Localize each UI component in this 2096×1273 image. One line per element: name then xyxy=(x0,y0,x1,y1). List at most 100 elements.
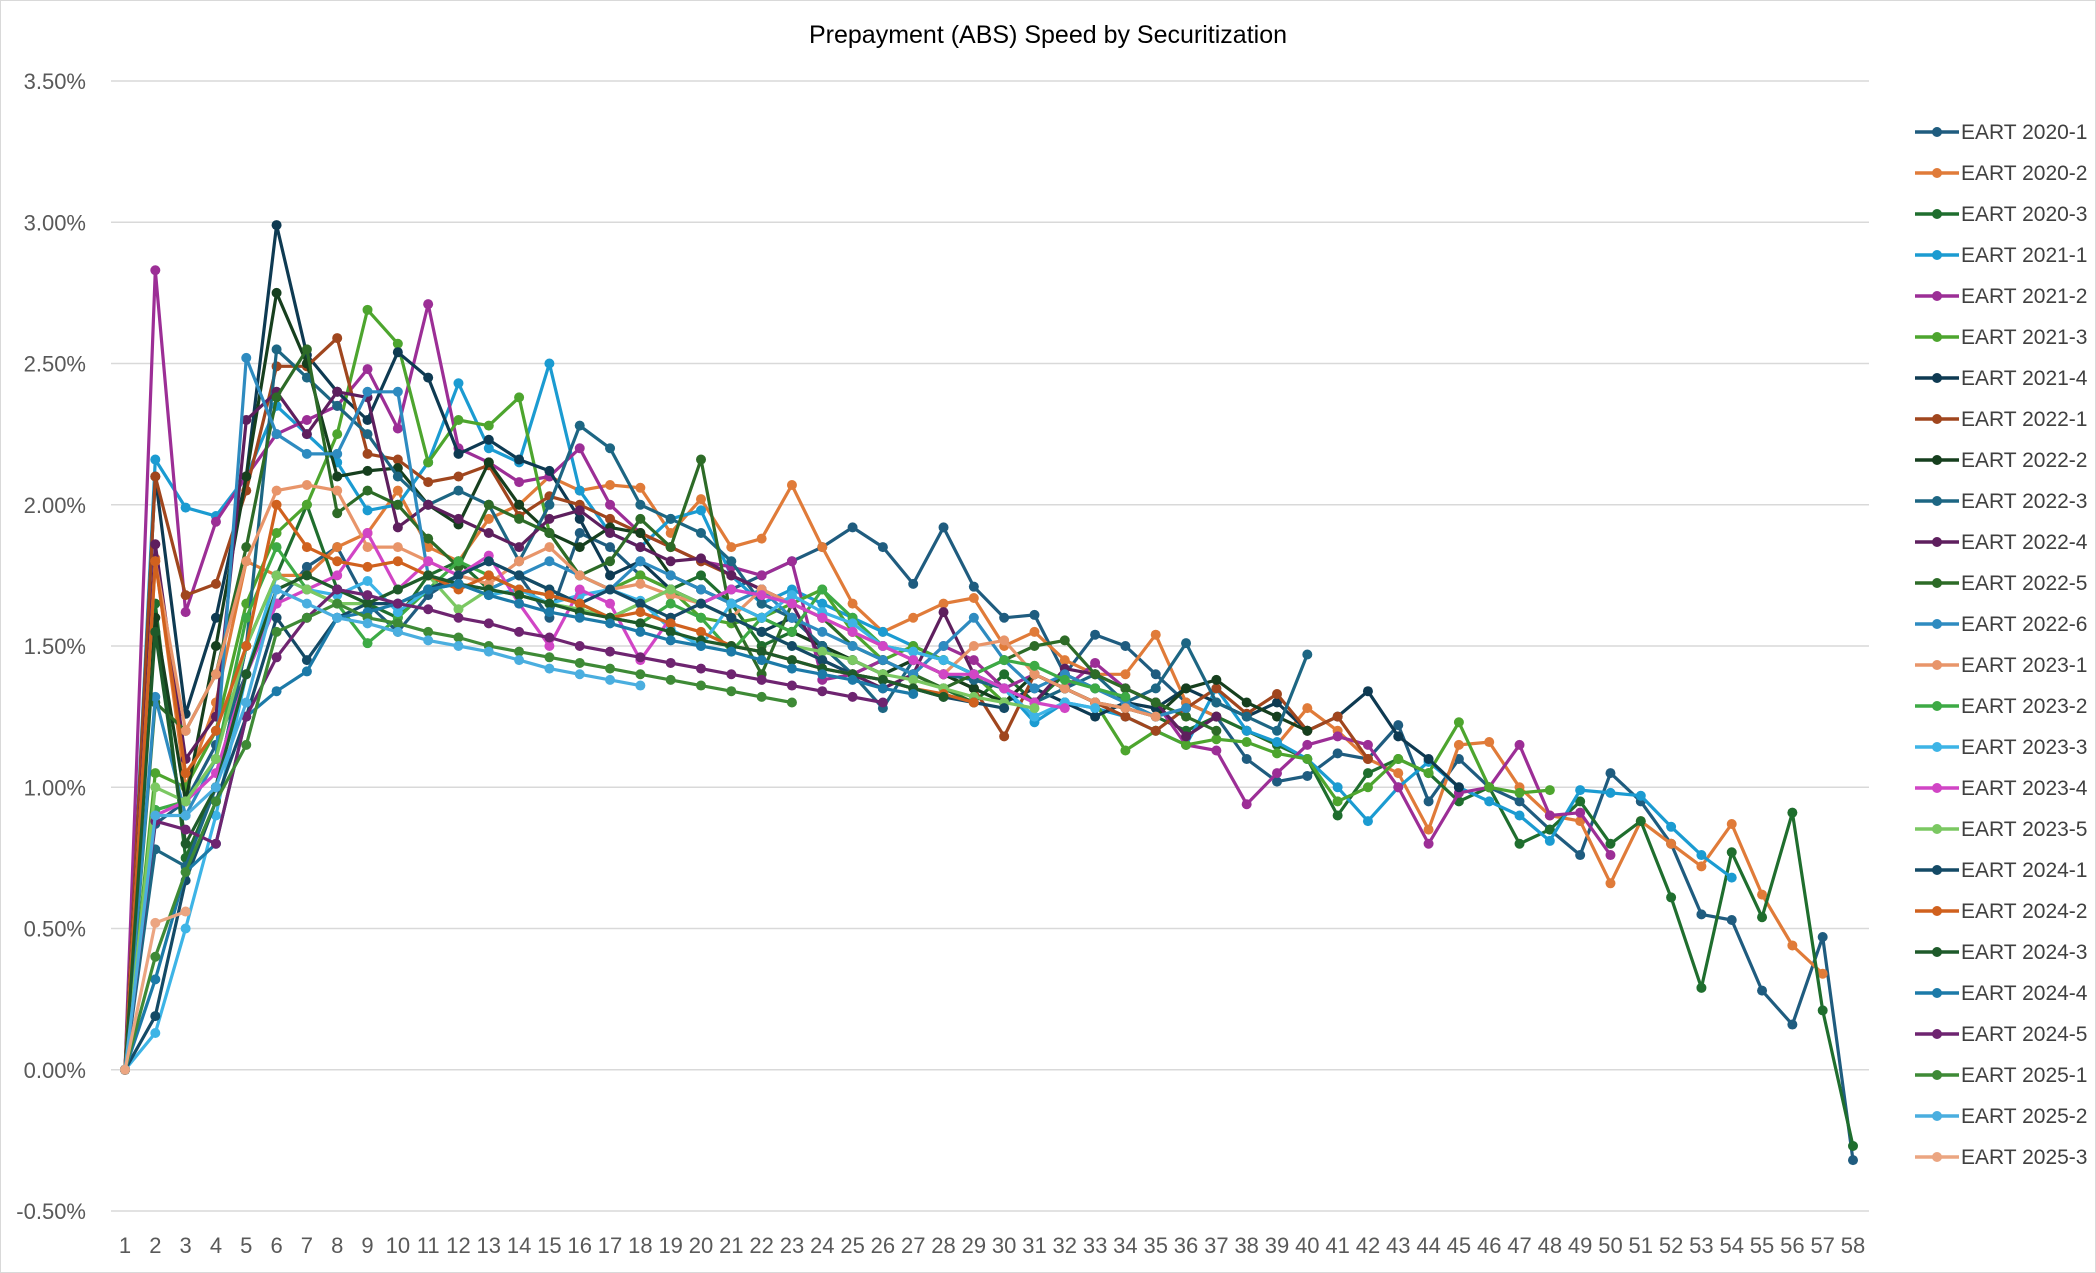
data-point xyxy=(423,556,434,567)
data-point xyxy=(1150,711,1161,722)
data-point xyxy=(847,641,858,651)
x-tick-label: 22 xyxy=(749,1233,773,1258)
data-point xyxy=(696,584,706,595)
data-point xyxy=(968,669,979,680)
data-point xyxy=(726,646,737,657)
data-point xyxy=(423,499,434,510)
data-point xyxy=(817,626,828,637)
data-point xyxy=(483,457,494,468)
y-tick-label: 0.00% xyxy=(24,1058,86,1083)
legend-label: EART 2021-1 xyxy=(1961,244,2087,267)
legend-swatch-marker xyxy=(1932,537,1942,547)
x-tick-label: 2 xyxy=(149,1233,161,1258)
data-point xyxy=(150,1011,161,1022)
data-point xyxy=(635,618,646,629)
data-point xyxy=(574,485,585,496)
data-point xyxy=(301,372,312,383)
data-point xyxy=(150,917,161,928)
data-point xyxy=(1120,683,1131,694)
data-point xyxy=(332,542,343,553)
data-point xyxy=(786,590,797,601)
data-point xyxy=(180,768,191,779)
data-point xyxy=(241,542,252,553)
data-point xyxy=(392,471,403,482)
data-point xyxy=(1514,787,1525,798)
data-point xyxy=(332,471,343,482)
data-point xyxy=(605,618,616,629)
x-tick-label: 54 xyxy=(1719,1233,1743,1258)
data-point xyxy=(1332,782,1343,793)
data-point xyxy=(423,570,434,581)
data-point xyxy=(362,528,373,538)
data-point xyxy=(1726,818,1737,829)
data-point xyxy=(301,415,312,425)
legend-label: EART 2023-5 xyxy=(1961,818,2087,841)
data-point xyxy=(1605,878,1616,889)
data-point xyxy=(544,499,555,510)
series-eart-2023-1 xyxy=(120,479,1161,1075)
data-point xyxy=(1029,703,1040,714)
x-tick-label: 44 xyxy=(1416,1233,1440,1258)
data-point xyxy=(1302,770,1313,781)
legend-swatch-marker xyxy=(1932,619,1942,629)
legend-label: EART 2022-5 xyxy=(1961,572,2087,595)
x-tick-label: 30 xyxy=(992,1233,1016,1258)
data-point xyxy=(1120,641,1131,651)
data-point xyxy=(605,663,616,674)
legend-item: EART 2024-1 xyxy=(1915,859,2087,882)
data-point xyxy=(271,392,282,403)
legend-item: EART 2023-3 xyxy=(1915,736,2087,759)
data-point xyxy=(1241,711,1252,722)
data-point xyxy=(544,598,555,609)
data-point xyxy=(301,344,312,355)
data-point xyxy=(635,680,646,691)
data-point xyxy=(1241,697,1252,708)
data-point xyxy=(1181,711,1192,722)
data-point xyxy=(605,674,616,685)
data-point xyxy=(514,542,525,553)
data-point xyxy=(271,686,282,697)
y-tick-label: 1.50% xyxy=(24,634,86,659)
data-point xyxy=(756,533,767,544)
data-point xyxy=(726,598,737,609)
data-point xyxy=(271,652,282,663)
data-point xyxy=(847,618,858,629)
data-point xyxy=(423,635,434,646)
data-point xyxy=(938,607,949,618)
data-point xyxy=(726,556,737,567)
legend-label: EART 2022-6 xyxy=(1961,613,2087,636)
data-point xyxy=(453,641,464,651)
data-point xyxy=(1120,711,1131,722)
data-point xyxy=(1757,889,1768,900)
data-point xyxy=(574,598,585,609)
legend-label: EART 2024-2 xyxy=(1961,900,2087,923)
data-point xyxy=(847,626,858,637)
data-point xyxy=(605,528,616,538)
x-tick-label: 9 xyxy=(361,1233,373,1258)
data-point xyxy=(180,796,191,807)
data-point xyxy=(483,556,494,567)
x-tick-label: 18 xyxy=(628,1233,652,1258)
data-point xyxy=(483,570,494,581)
data-point xyxy=(301,542,312,553)
data-point xyxy=(999,635,1010,646)
x-tick-label: 34 xyxy=(1113,1233,1137,1258)
data-point xyxy=(1575,807,1586,818)
data-point xyxy=(1181,739,1192,750)
legend-label: EART 2024-1 xyxy=(1961,859,2087,882)
data-point xyxy=(544,607,555,618)
data-point xyxy=(210,754,221,764)
data-point xyxy=(453,513,464,524)
data-point xyxy=(483,434,494,445)
data-point xyxy=(544,513,555,524)
data-point xyxy=(999,669,1010,680)
data-point xyxy=(423,477,434,488)
legend-swatch-marker xyxy=(1932,414,1942,424)
data-point xyxy=(756,691,767,702)
data-point xyxy=(605,513,616,524)
data-point xyxy=(1605,838,1616,849)
data-point xyxy=(1029,626,1040,637)
x-tick-label: 19 xyxy=(658,1233,682,1258)
data-point xyxy=(726,686,737,697)
data-point xyxy=(301,570,312,581)
